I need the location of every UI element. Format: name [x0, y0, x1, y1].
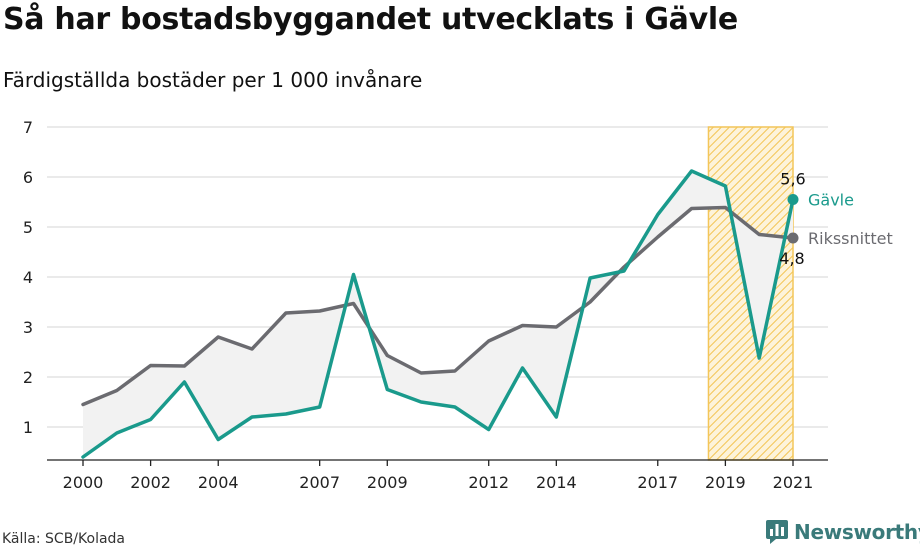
difference-fill — [83, 171, 793, 457]
hatch-line — [708, 358, 794, 445]
x-tick-label: 2012 — [468, 473, 509, 492]
hatch-line — [884, 127, 920, 460]
x-tick-label: 2014 — [536, 473, 577, 492]
hatch-line — [860, 127, 920, 460]
x-tick-label: 2009 — [367, 473, 408, 492]
hatch-line — [708, 278, 794, 365]
hatch-line — [820, 127, 920, 460]
y-tick-label: 5 — [23, 218, 33, 237]
hatch-line — [708, 134, 794, 221]
x-tick-label: 2017 — [637, 473, 678, 492]
hatch-line — [716, 382, 794, 460]
hatch-line — [708, 127, 794, 213]
hatch-line — [708, 342, 794, 429]
area-between-series — [83, 171, 793, 457]
y-tick-label: 4 — [23, 268, 33, 287]
hatch-line — [708, 158, 794, 245]
hatch-line — [708, 286, 794, 373]
x-axis: 2000 2002 2004 2007 2009 2012 2014 2017 2019 2021 — [47, 459, 828, 492]
hatch-line — [708, 230, 794, 317]
y-tick-label: 2 — [23, 368, 33, 387]
hatch-line — [708, 127, 778, 197]
hatch-line — [708, 214, 794, 301]
y-tick-label: 3 — [23, 318, 33, 337]
y-tick-label: 6 — [23, 168, 33, 187]
end-marker-rikssnittet — [787, 232, 799, 244]
hatch-line — [900, 127, 920, 460]
source-note: Källa: SCB/Kolada — [2, 531, 126, 547]
x-tick-label: 2021 — [773, 473, 814, 492]
series-lines — [81, 169, 795, 459]
chart-title: Så har bostadsbyggandet utvecklats i Gäv… — [3, 2, 738, 37]
hatch-line — [708, 150, 794, 237]
hatch-line — [708, 142, 794, 229]
hatch-line — [732, 398, 794, 460]
brand-name: Newsworthy — [794, 520, 920, 544]
series-line-rikssnittet — [81, 205, 795, 407]
chart-subtitle: Färdigställda bostäder per 1 000 invånar… — [3, 68, 423, 92]
hatch-line — [708, 350, 794, 437]
series-labels: 5,6 4,8 Gävle Rikssnittet — [779, 170, 892, 269]
x-tick-label: 2004 — [198, 473, 239, 492]
hatch-line — [828, 127, 920, 460]
end-marker-gavle — [787, 194, 799, 205]
hatch-line — [812, 127, 920, 460]
hatch-line — [708, 334, 794, 421]
hatch-line — [708, 166, 794, 253]
x-tick-label: 2002 — [130, 473, 171, 492]
hatch-line — [836, 127, 920, 460]
hatch-line — [708, 222, 794, 309]
x-tick-label: 2019 — [705, 473, 746, 492]
hatch-line — [708, 366, 794, 453]
hatch-line — [708, 326, 794, 413]
x-tick-label: 2000 — [63, 473, 104, 492]
series-line-gavle — [81, 169, 795, 459]
x-tick-label: 2007 — [299, 473, 340, 492]
value-label-gavle: 5,6 — [780, 170, 805, 189]
hatch-line — [724, 390, 794, 460]
series-label-gavle: Gävle — [808, 191, 854, 210]
hatch-line — [708, 238, 794, 325]
hatch-line — [708, 374, 794, 460]
y-axis-ticks: 1 2 3 4 5 6 7 — [23, 118, 33, 437]
hatch-line — [892, 127, 920, 460]
hatch-line — [868, 127, 920, 460]
hatch-line — [852, 127, 920, 460]
series-label-rikssnittet: Rikssnittet — [808, 229, 893, 248]
hatch-line — [708, 127, 786, 205]
value-label-rikssnittet: 4,8 — [779, 249, 804, 268]
newsworthy-icon — [766, 520, 788, 544]
y-tick-label: 7 — [23, 118, 33, 137]
y-tick-label: 1 — [23, 418, 33, 437]
newsworthy-logo: Newsworthy — [766, 520, 920, 544]
hatch-line — [844, 127, 920, 460]
hatch-line — [708, 174, 794, 261]
hatch-line — [876, 127, 920, 460]
